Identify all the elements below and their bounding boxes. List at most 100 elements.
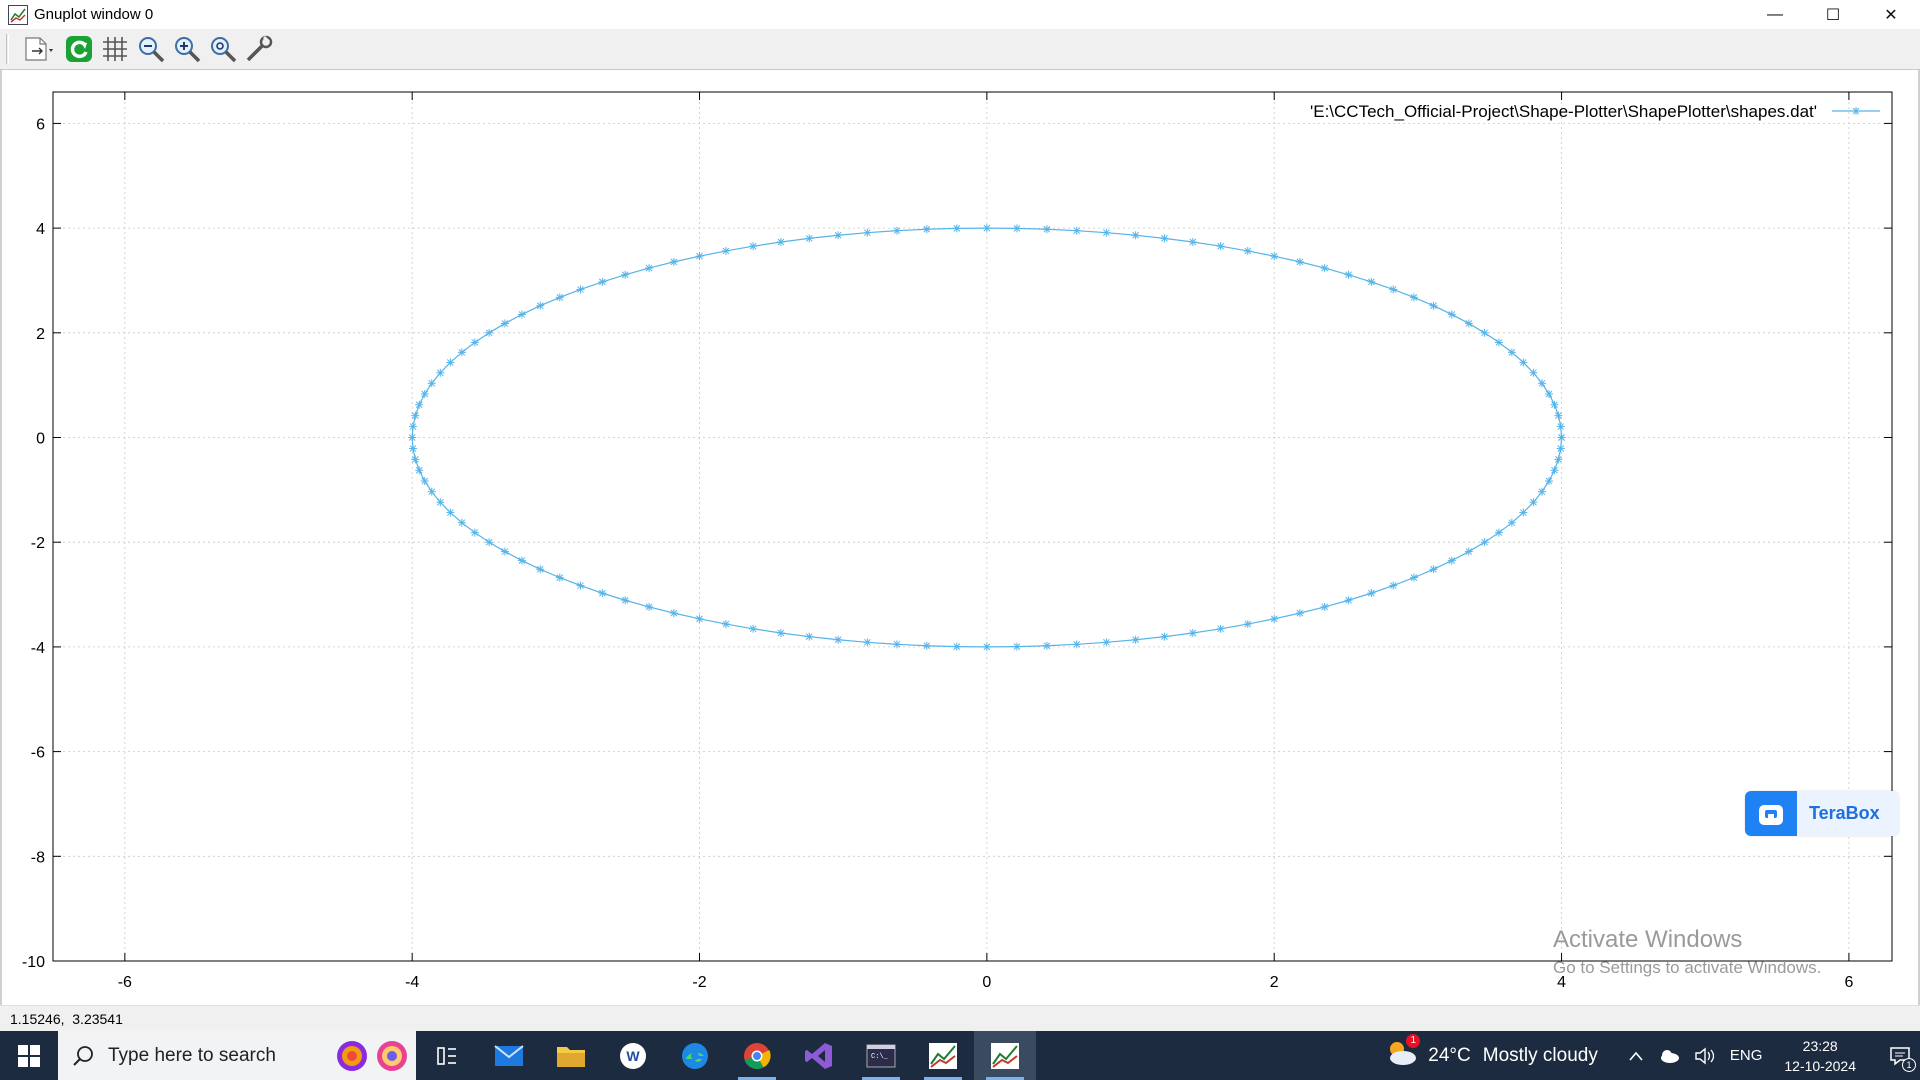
data-point-marker: [1519, 508, 1528, 517]
plot-area[interactable]: -6 -4 -2 0 2 4 6 6 4 2 0 -2 -4 -6 -8 -10 'E:\CCTech_Off…: [0, 70, 1920, 1005]
mail-icon: [494, 1044, 524, 1066]
windows-logo-icon: [18, 1044, 40, 1067]
x-tick-label: 2: [1270, 974, 1279, 991]
unzoom-button[interactable]: [205, 32, 241, 66]
grid-lines: [53, 92, 1892, 962]
data-point-marker: [1367, 589, 1376, 598]
status-bar: 1.15246, 3.23541: [0, 1005, 1920, 1031]
clock[interactable]: 23:28 12-10-2024: [1784, 1036, 1856, 1076]
data-point-marker: [1544, 477, 1553, 486]
taskbar: Type here to search W C:\_ 1: [0, 1031, 1920, 1080]
copy-to-clipboard-button[interactable]: [15, 32, 61, 66]
taskbar-search[interactable]: Type here to search: [58, 1031, 416, 1080]
zoom-in-button[interactable]: [169, 32, 205, 66]
close-button[interactable]: ✕: [1884, 6, 1898, 24]
activate-windows-title: Activate Windows: [1553, 926, 1743, 953]
svg-text:C:\_: C:\_: [871, 1053, 889, 1061]
options-icon: [246, 35, 273, 62]
data-point-marker: [645, 602, 654, 611]
system-tray: 1 24°C Mostly cloudy ENG 23:28 12-10-202…: [1384, 1031, 1920, 1080]
gnuplot-console-app[interactable]: [912, 1031, 974, 1080]
speaker-icon[interactable]: [1694, 1047, 1716, 1065]
data-point-marker: [749, 242, 758, 251]
data-point-marker: [1494, 338, 1503, 347]
options-button[interactable]: [241, 32, 277, 66]
onedrive-icon[interactable]: [1658, 1049, 1680, 1063]
chrome-icon: [744, 1042, 771, 1069]
grid-button[interactable]: [97, 32, 133, 66]
terminal-app[interactable]: C:\_: [850, 1031, 912, 1080]
data-point-marker: [1429, 565, 1438, 574]
weather-condition: Mostly cloudy: [1482, 1044, 1598, 1066]
data-point-marker: [721, 246, 730, 255]
data-point-marker: [922, 225, 931, 234]
data-point-marker: [500, 319, 509, 328]
edge-browser-app[interactable]: [664, 1031, 726, 1080]
visual-studio-app[interactable]: [788, 1031, 850, 1080]
data-point-marker: [411, 455, 420, 464]
toolbar: [0, 29, 1920, 70]
toolbar-grip[interactable]: [6, 34, 9, 64]
data-point-marker: [776, 238, 785, 247]
data-point-marker: [1409, 293, 1418, 302]
data-point-marker: [1270, 252, 1279, 261]
data-point-marker: [1554, 455, 1563, 464]
data-point-marker: [1344, 596, 1353, 605]
data-point-marker: [1409, 573, 1418, 582]
copy-to-clipboard-icon: [25, 37, 53, 61]
word-icon: W: [620, 1042, 646, 1069]
data-point-marker: [952, 642, 961, 651]
data-point-marker: [485, 538, 494, 547]
data-point-marker: [500, 547, 509, 556]
show-hidden-icons-icon[interactable]: [1628, 1050, 1644, 1062]
y-tick-label: 0: [36, 431, 45, 448]
data-point-marker: [1464, 319, 1473, 328]
data-point-marker: [1507, 348, 1516, 357]
task-view-button[interactable]: [416, 1031, 478, 1080]
data-point-marker: [555, 573, 564, 582]
x-tick-label: 6: [1844, 974, 1853, 991]
mail-app[interactable]: [478, 1031, 540, 1080]
maximize-button[interactable]: ☐: [1825, 6, 1841, 24]
data-point-marker: [1494, 528, 1503, 537]
data-point-marker: [1295, 609, 1304, 618]
data-point-marker: [1529, 498, 1538, 507]
terabox-label: TeraBox: [1809, 803, 1880, 823]
language-indicator[interactable]: ENG: [1729, 1047, 1763, 1064]
data-point-marker: [420, 389, 429, 398]
weather-icon-wrap: 1: [1384, 1033, 1421, 1074]
data-point-marker: [457, 348, 466, 357]
data-point-marker: [669, 609, 678, 618]
data-point-marker: [1102, 638, 1111, 647]
start-button[interactable]: [0, 1031, 58, 1080]
word-app[interactable]: W: [602, 1031, 664, 1080]
data-point-marker: [982, 642, 991, 651]
data-point-marker: [1160, 234, 1169, 243]
data-point-marker: [1188, 238, 1197, 247]
data-point-marker: [1131, 231, 1140, 240]
gnuplot-window-app[interactable]: [974, 1031, 1036, 1080]
notification-center-button[interactable]: 1: [1880, 1031, 1920, 1080]
data-point-marker: [834, 635, 843, 644]
x-tick-label: -4: [405, 974, 419, 991]
file-explorer-app[interactable]: [540, 1031, 602, 1080]
plot-canvas[interactable]: -6 -4 -2 0 2 4 6 6 4 2 0 -2 -4 -6 -8 -10 'E:\CCTech_Off…: [2, 70, 1918, 1005]
chrome-browser-app[interactable]: [726, 1031, 788, 1080]
replot-button[interactable]: [61, 32, 97, 66]
data-point-marker: [517, 310, 526, 319]
data-point-marker: [721, 620, 730, 629]
search-placeholder: Type here to search: [108, 1044, 276, 1066]
replot-icon: [66, 36, 92, 62]
data-point-marker: [1429, 301, 1438, 310]
data-point-marker: [952, 224, 961, 233]
visual-studio-icon: [805, 1042, 832, 1069]
minimize-button[interactable]: —: [1767, 5, 1783, 23]
terabox-badge[interactable]: TeraBox: [1745, 791, 1899, 836]
data-point-marker: [598, 589, 607, 598]
zoom-out-button[interactable]: [133, 32, 169, 66]
data-point-marker: [1295, 257, 1304, 266]
data-point-marker: [555, 293, 564, 302]
y-tick-label: 4: [36, 221, 45, 238]
data-point-marker: [1216, 242, 1225, 251]
weather-widget[interactable]: 1 24°C Mostly cloudy: [1384, 1033, 1598, 1074]
